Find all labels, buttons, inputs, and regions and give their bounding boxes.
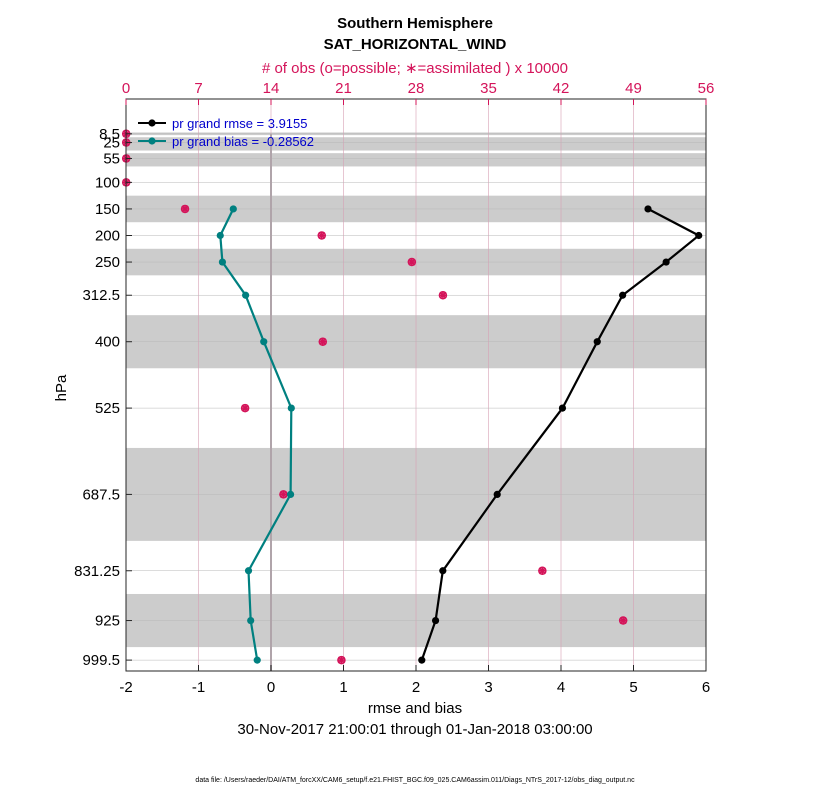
x-tick-label: 1 bbox=[339, 679, 347, 696]
asterisk-stroke bbox=[439, 291, 447, 299]
y-tick-label: 831.25 bbox=[74, 563, 120, 580]
top-tick-label: 0 bbox=[122, 80, 130, 97]
x-tick-label: -2 bbox=[119, 679, 132, 696]
x-tick-label: 3 bbox=[484, 679, 492, 696]
obs-assimilated-marker bbox=[619, 616, 628, 625]
legend-marker bbox=[148, 119, 156, 127]
series-point-0 bbox=[439, 567, 447, 575]
series-point-1 bbox=[242, 291, 250, 299]
y-axis-label: hPa bbox=[53, 374, 70, 401]
y-tick-label: 687.5 bbox=[82, 486, 120, 503]
asterisk-stroke bbox=[181, 205, 189, 213]
y-tick-label: 525 bbox=[95, 400, 120, 417]
x-tick-label: 6 bbox=[702, 679, 710, 696]
y-tick-label: 200 bbox=[95, 227, 120, 244]
series-point-1 bbox=[287, 404, 295, 412]
obs-assimilated-marker bbox=[317, 231, 326, 240]
top-axis-label: # of obs (o=possible; ∗=assimilated ) x … bbox=[262, 60, 568, 77]
axes: -2 -1 0 1 2 3 4 5 60 7 14 21 28 35 42 49 568.52555100150… bbox=[74, 80, 714, 696]
y-tick-label: 400 bbox=[95, 334, 120, 351]
series-point-0 bbox=[493, 490, 501, 499]
y-tick-label: 925 bbox=[95, 613, 120, 630]
legend-marker bbox=[148, 137, 156, 145]
obs-assimilated-marker bbox=[538, 566, 547, 575]
y-tick-label: 100 bbox=[95, 174, 120, 191]
series-point-0 bbox=[619, 291, 627, 299]
x-tick-label: 5 bbox=[629, 679, 637, 696]
obs-assimilated-marker bbox=[438, 291, 447, 300]
legend: pr grand rmse = 3.9155 pr grand bias = -0… bbox=[138, 116, 314, 149]
legend-label: pr grand bias = -0.28562 bbox=[172, 134, 314, 149]
chart-subtitle: SAT_HORIZONTAL_WIND bbox=[324, 36, 507, 53]
series-group bbox=[216, 205, 703, 664]
obs-assimilated-marker bbox=[337, 656, 346, 665]
chart-title: Southern Hemisphere bbox=[337, 15, 493, 32]
top-tick-label: 14 bbox=[263, 80, 280, 97]
top-tick-label: 35 bbox=[480, 80, 497, 97]
obs-assimilated-marker bbox=[181, 204, 190, 213]
series-point-0 bbox=[644, 205, 652, 213]
y-tick-label: 999.5 bbox=[82, 652, 120, 669]
asterisk-stroke bbox=[241, 404, 249, 412]
obs-assimilated-marker bbox=[407, 258, 416, 267]
top-tick-label: 21 bbox=[335, 80, 352, 97]
y-tick-label: 312.5 bbox=[82, 287, 120, 304]
series-point-1 bbox=[253, 656, 261, 664]
y-tick-label: 55 bbox=[103, 150, 120, 167]
series-point-0 bbox=[662, 258, 670, 266]
series-point-0 bbox=[418, 656, 426, 664]
legend-label: pr grand rmse = 3.9155 bbox=[172, 116, 308, 131]
asterisk-stroke bbox=[337, 656, 345, 664]
series-line-0 bbox=[420, 207, 701, 661]
obs-assimilated-marker bbox=[279, 490, 288, 499]
asterisk-stroke bbox=[538, 567, 546, 575]
top-tick-label: 56 bbox=[698, 80, 715, 97]
series-point-1 bbox=[247, 616, 255, 625]
series-point-1 bbox=[260, 338, 268, 346]
x-tick-label: 0 bbox=[267, 679, 275, 696]
series-point-1 bbox=[216, 231, 224, 240]
top-tick-label: 42 bbox=[553, 80, 570, 97]
top-tick-label: 7 bbox=[194, 80, 202, 97]
obs-assimilated-marker bbox=[318, 337, 327, 346]
y-tick-label: 150 bbox=[95, 201, 120, 218]
asterisk-stroke bbox=[619, 616, 627, 625]
obs-assimilated-marker bbox=[241, 404, 250, 413]
asterisk-stroke bbox=[318, 231, 326, 240]
series-point-0 bbox=[695, 231, 703, 240]
x-tick-label: 4 bbox=[557, 679, 565, 696]
x-tick-label: -1 bbox=[192, 679, 205, 696]
y-tick-label: 25 bbox=[103, 135, 120, 152]
series-point-0 bbox=[593, 338, 601, 346]
x-axis-label: rmse and bias bbox=[368, 700, 462, 717]
top-tick-label: 28 bbox=[408, 80, 425, 97]
series-point-1 bbox=[244, 567, 253, 575]
series-point-0 bbox=[558, 404, 567, 412]
series-line-1 bbox=[219, 208, 293, 661]
y-tick-label: 8.5 bbox=[99, 126, 120, 143]
asterisk-stroke bbox=[408, 258, 416, 266]
x-tick-label: 2 bbox=[412, 679, 420, 696]
asterisk-stroke bbox=[279, 490, 287, 498]
series-point-1 bbox=[286, 490, 295, 499]
y-tick-label: 250 bbox=[95, 254, 120, 271]
asterisk-stroke bbox=[319, 338, 327, 346]
series-point-0 bbox=[431, 616, 440, 625]
series-point-1 bbox=[229, 205, 237, 213]
top-tick-label: 49 bbox=[625, 80, 642, 97]
date-range: 30-Nov-2017 21:00:01 through 01-Jan-2018… bbox=[237, 721, 592, 738]
data-file-footer: data file: /Users/raeder/DAI/ATM_forcXX/… bbox=[195, 777, 635, 784]
series-point-1 bbox=[218, 258, 227, 266]
